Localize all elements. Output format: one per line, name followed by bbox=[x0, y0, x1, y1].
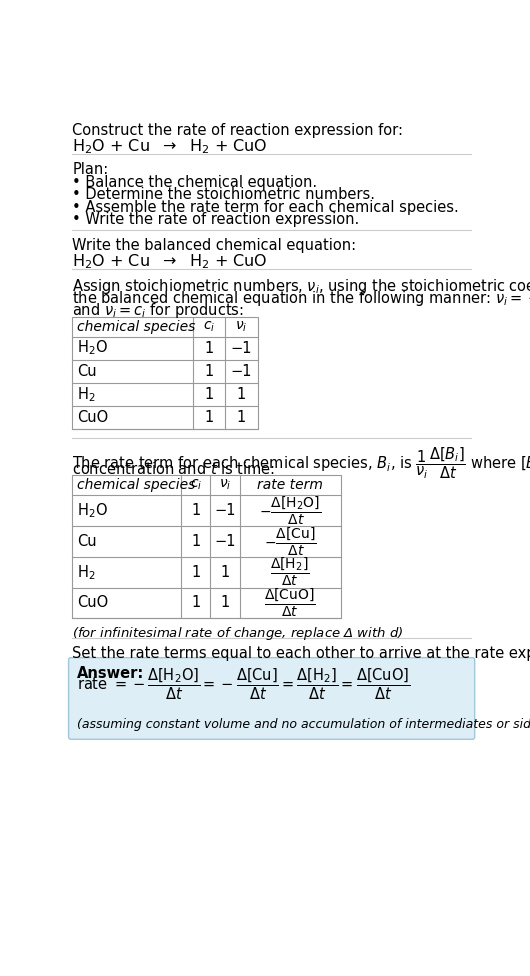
Text: rate term: rate term bbox=[257, 478, 323, 492]
Text: −1: −1 bbox=[214, 503, 236, 518]
Text: $\nu_i$: $\nu_i$ bbox=[219, 478, 231, 492]
Text: $\dfrac{\Delta[\mathrm{CuO}]}{\Delta t}$: $\dfrac{\Delta[\mathrm{CuO}]}{\Delta t}$ bbox=[264, 587, 316, 619]
Text: CuO: CuO bbox=[77, 410, 108, 425]
Text: Write the balanced chemical equation:: Write the balanced chemical equation: bbox=[73, 238, 357, 253]
Text: 1: 1 bbox=[204, 386, 214, 402]
Text: • Balance the chemical equation.: • Balance the chemical equation. bbox=[73, 175, 317, 190]
Text: CuO: CuO bbox=[77, 595, 108, 611]
Text: Construct the rate of reaction expression for:: Construct the rate of reaction expressio… bbox=[73, 123, 403, 139]
Text: (assuming constant volume and no accumulation of intermediates or side products): (assuming constant volume and no accumul… bbox=[77, 717, 530, 731]
Text: Set the rate terms equal to each other to arrive at the rate expression:: Set the rate terms equal to each other t… bbox=[73, 646, 530, 661]
Text: chemical species: chemical species bbox=[77, 478, 196, 492]
Text: 1: 1 bbox=[204, 410, 214, 425]
Text: $\mathrm{H_2O}$ + Cu  $\rightarrow$  $\mathrm{H_2}$ + CuO: $\mathrm{H_2O}$ + Cu $\rightarrow$ $\mat… bbox=[73, 252, 268, 270]
Text: $\mathrm{H_2}$: $\mathrm{H_2}$ bbox=[77, 563, 95, 582]
Text: 1: 1 bbox=[237, 386, 246, 402]
Text: $c_i$: $c_i$ bbox=[190, 478, 202, 492]
Text: 1: 1 bbox=[191, 595, 200, 611]
Text: 1: 1 bbox=[237, 410, 246, 425]
Text: • Write the rate of reaction expression.: • Write the rate of reaction expression. bbox=[73, 212, 360, 226]
FancyBboxPatch shape bbox=[68, 658, 475, 739]
Text: $\mathrm{H_2O}$: $\mathrm{H_2O}$ bbox=[77, 339, 108, 357]
Text: 1: 1 bbox=[191, 534, 200, 549]
Text: The rate term for each chemical species, $B_i$, is $\dfrac{1}{\nu_i}\dfrac{\Delt: The rate term for each chemical species,… bbox=[73, 446, 530, 481]
Text: chemical species: chemical species bbox=[77, 319, 196, 334]
Text: • Determine the stoichiometric numbers.: • Determine the stoichiometric numbers. bbox=[73, 187, 375, 202]
Text: −1: −1 bbox=[231, 364, 252, 379]
Text: Plan:: Plan: bbox=[73, 162, 109, 177]
Text: concentration and $t$ is time:: concentration and $t$ is time: bbox=[73, 462, 276, 477]
Text: $\mathrm{H_2}$: $\mathrm{H_2}$ bbox=[77, 385, 95, 404]
Text: 1: 1 bbox=[204, 364, 214, 379]
Text: • Assemble the rate term for each chemical species.: • Assemble the rate term for each chemic… bbox=[73, 199, 459, 215]
Text: Answer:: Answer: bbox=[77, 667, 144, 681]
Text: 1: 1 bbox=[220, 595, 229, 611]
Text: (for infinitesimal rate of change, replace Δ with $d$): (for infinitesimal rate of change, repla… bbox=[73, 625, 404, 641]
Text: 1: 1 bbox=[191, 565, 200, 580]
Text: 1: 1 bbox=[204, 341, 214, 355]
Text: −1: −1 bbox=[214, 534, 236, 549]
Text: $\mathrm{H_2O}$ + Cu  $\rightarrow$  $\mathrm{H_2}$ + CuO: $\mathrm{H_2O}$ + Cu $\rightarrow$ $\mat… bbox=[73, 138, 268, 156]
Text: and $\nu_i = c_i$ for products:: and $\nu_i = c_i$ for products: bbox=[73, 302, 244, 320]
Text: Cu: Cu bbox=[77, 364, 96, 379]
Text: Cu: Cu bbox=[77, 534, 96, 549]
Text: $-\dfrac{\Delta[\mathrm{H_2O}]}{\Delta t}$: $-\dfrac{\Delta[\mathrm{H_2O}]}{\Delta t… bbox=[259, 495, 321, 527]
Text: $\mathrm{H_2O}$: $\mathrm{H_2O}$ bbox=[77, 502, 108, 520]
Text: $\dfrac{\Delta[\mathrm{H_2}]}{\Delta t}$: $\dfrac{\Delta[\mathrm{H_2}]}{\Delta t}$ bbox=[270, 556, 310, 589]
Bar bbox=[73, 316, 258, 429]
Text: $c_i$: $c_i$ bbox=[202, 319, 215, 334]
Text: −1: −1 bbox=[231, 341, 252, 355]
Text: rate $= -\dfrac{\Delta[\mathrm{H_2O}]}{\Delta t} = -\dfrac{\Delta[\mathrm{Cu}]}{: rate $= -\dfrac{\Delta[\mathrm{H_2O}]}{\… bbox=[77, 667, 411, 703]
Text: Assign stoichiometric numbers, $\nu_i$, using the stoichiometric coefficients, $: Assign stoichiometric numbers, $\nu_i$, … bbox=[73, 276, 530, 296]
Text: $-\dfrac{\Delta[\mathrm{Cu}]}{\Delta t}$: $-\dfrac{\Delta[\mathrm{Cu}]}{\Delta t}$ bbox=[264, 525, 316, 557]
Text: the balanced chemical equation in the following manner: $\nu_i = -c_i$ for react: the balanced chemical equation in the fo… bbox=[73, 289, 530, 307]
Text: $\nu_i$: $\nu_i$ bbox=[235, 319, 248, 334]
Text: 1: 1 bbox=[220, 565, 229, 580]
Bar bbox=[73, 475, 341, 619]
Text: 1: 1 bbox=[191, 503, 200, 518]
